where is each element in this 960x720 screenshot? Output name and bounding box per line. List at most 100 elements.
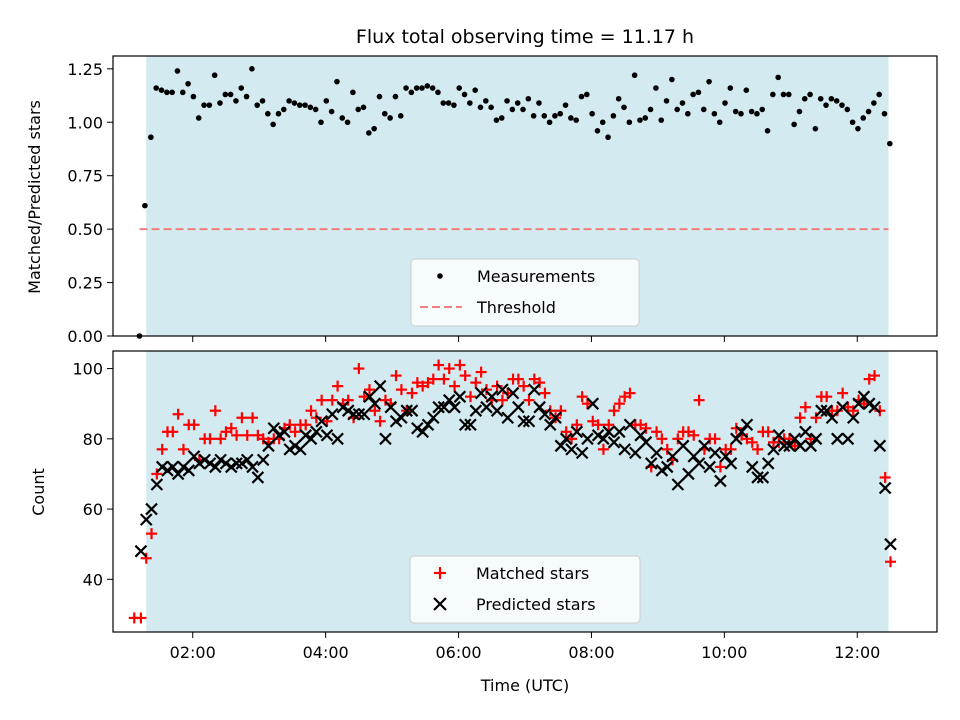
measurement-point <box>711 110 718 117</box>
matched-star-point <box>794 412 806 424</box>
matched-star-point <box>332 380 344 392</box>
predicted-star-point <box>831 432 844 446</box>
predicted-star-point <box>613 425 626 439</box>
predicted-star-point <box>368 397 382 410</box>
predicted-star-point <box>400 404 413 417</box>
predicted-star-point <box>708 446 722 460</box>
measurement-point <box>541 113 548 119</box>
measurement-point <box>599 119 606 126</box>
predicted-star-point <box>825 411 839 425</box>
predicted-star-point <box>581 432 594 446</box>
matched-star-point <box>688 429 700 441</box>
predicted-star-point <box>416 425 429 439</box>
measurement-point <box>754 110 760 117</box>
y-tick-label: 0.25 <box>67 274 103 293</box>
predicted-star-point <box>868 400 881 414</box>
predicted-star-point <box>788 432 802 446</box>
matched-star-point <box>326 394 338 406</box>
measurement-point <box>605 134 611 141</box>
predicted-star-point <box>676 439 690 453</box>
predicted-star-point <box>857 390 871 403</box>
predicted-star-point <box>187 450 201 463</box>
predicted-star-point <box>719 450 732 463</box>
matched-star-point <box>608 405 620 417</box>
measurement-point <box>568 115 574 121</box>
predicted-star-point <box>496 383 509 396</box>
measurement-point <box>594 128 601 134</box>
matched-star-point <box>353 363 365 375</box>
measurement-point <box>408 89 415 96</box>
predicted-star-point <box>570 425 584 439</box>
predicted-star-point <box>427 411 440 425</box>
predicted-star-point <box>458 418 472 432</box>
ratio-legend-box <box>410 258 640 327</box>
predicted-star-point <box>634 429 647 442</box>
measurement-point <box>855 125 861 132</box>
measurement-point <box>637 117 643 123</box>
matched-star-point <box>831 405 843 417</box>
x-tick-label: 12:00 <box>834 643 880 662</box>
measurement-point <box>243 93 250 100</box>
predicted-star-point <box>623 418 637 432</box>
measurement-point <box>429 85 436 91</box>
ratio-legend: Measurements Threshold <box>410 258 640 327</box>
measurement-point <box>286 98 292 104</box>
measurement-point <box>360 104 367 111</box>
measurement-point <box>307 104 314 111</box>
y-tick-label: 1.25 <box>67 60 103 79</box>
matched-star-point <box>571 419 583 431</box>
matched-star-point <box>837 387 849 399</box>
predicted-star-point <box>315 414 328 428</box>
measurement-point <box>397 113 404 119</box>
predicted-star-point <box>692 457 706 470</box>
predicted-star-point <box>134 544 148 558</box>
measurement-point <box>812 125 819 132</box>
predicted-star-point <box>373 379 387 393</box>
measurement-point <box>589 110 595 117</box>
predicted-star-point <box>528 383 541 396</box>
predicted-star-point <box>256 453 270 467</box>
x-tick-label: 04:00 <box>303 643 349 662</box>
matched-star-point <box>146 528 158 540</box>
predicted-star-point <box>379 432 392 446</box>
matched-star-point <box>284 419 296 431</box>
predicted-star-point <box>745 460 759 474</box>
matched-star-point <box>369 405 381 417</box>
measurement-point <box>211 72 218 79</box>
measurement-point <box>748 108 755 115</box>
measurement-point <box>185 80 191 87</box>
count-axes-frame <box>112 350 938 633</box>
measurement-point <box>615 95 622 102</box>
predicted-star-point <box>230 457 243 470</box>
matched-star-point <box>789 440 801 452</box>
measurement-point <box>334 78 340 85</box>
matched-star-point <box>725 443 737 455</box>
measurement-point <box>498 115 505 121</box>
matched-star-point <box>215 433 227 445</box>
predicted-star-point <box>331 432 344 446</box>
measurement-point <box>195 115 202 121</box>
predicted-star-point <box>740 418 754 432</box>
measurement-point <box>179 89 186 96</box>
legend-measurement-marker <box>437 273 443 279</box>
measurement-point <box>786 91 792 98</box>
measurement-point <box>722 100 728 106</box>
predicted-star-point <box>793 439 807 453</box>
matched-star-point <box>204 433 216 445</box>
matched-star-point <box>209 405 221 417</box>
predicted-star-point <box>682 467 695 481</box>
predicted-star-point <box>660 460 674 474</box>
measurement-point <box>387 115 393 121</box>
count-y-axis-label: Count <box>29 468 48 516</box>
measurement-point <box>514 100 521 106</box>
predicted-star-point <box>326 407 339 421</box>
measurement-point <box>227 91 234 98</box>
predicted-star-point <box>735 425 748 439</box>
measurement-point <box>344 119 351 126</box>
measurement-point <box>780 91 787 98</box>
predicted-star-point <box>294 443 307 456</box>
matched-star-point <box>358 391 370 403</box>
measurement-point <box>312 106 319 113</box>
matched-star-point <box>300 419 312 431</box>
predicted-star-point <box>278 425 291 439</box>
